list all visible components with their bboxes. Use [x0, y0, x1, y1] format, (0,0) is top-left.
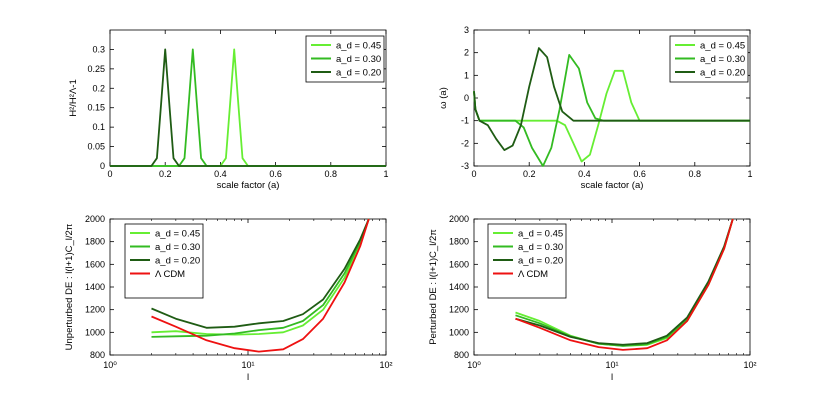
legend-label: a_d = 0.30 — [518, 242, 563, 253]
legend: a_d = 0.45 a_d = 0.30 a_d = 0.20 — [305, 35, 385, 83]
legend: a_d = 0.45 a_d = 0.30 a_d = 0.20 Λ CDM — [487, 223, 567, 299]
y-tick-label: 1200 — [85, 305, 105, 315]
y-tick-label: -2 — [461, 138, 469, 148]
x-axis-label: scale factor (a) — [581, 180, 644, 191]
y-tick-label: 0.05 — [87, 142, 105, 152]
x-tick-label: 0.6 — [269, 169, 282, 179]
x-tick-label: 10⁰ — [103, 360, 117, 370]
legend-label: a_d = 0.45 — [700, 41, 745, 52]
panel-bottom-left: 10⁰ 10¹ 10² 800 1000 1200 1400 1600 1800 2000 l Unp… — [64, 214, 393, 383]
x-tick-label: 10² — [743, 360, 756, 370]
y-tick-label: 1000 — [85, 327, 105, 337]
legend-label: a_d = 0.45 — [336, 41, 381, 52]
x-tick-label: 0.2 — [523, 169, 536, 179]
series-line-1 — [110, 48, 386, 167]
x-tick-label: 10² — [379, 360, 392, 370]
y-tick-label: 0.1 — [92, 122, 105, 132]
y-tick-label: 0.25 — [87, 64, 105, 74]
x-tick-label: 0.4 — [578, 169, 591, 179]
series-line-3 — [110, 48, 386, 167]
legend-label: a_d = 0.20 — [700, 68, 745, 79]
y-tick-label: 800 — [90, 350, 105, 360]
series-line-3 — [515, 218, 734, 346]
x-tick-label: 10¹ — [605, 360, 618, 370]
y-tick-label: -1 — [461, 116, 469, 126]
y-tick-label: 2 — [464, 48, 469, 58]
y-tick-label: 0 — [464, 93, 469, 103]
legend-label: Λ CDM — [518, 269, 548, 280]
y-tick-label: 0.15 — [87, 103, 105, 113]
panel-bottom-right: 10⁰ 10¹ 10² 800 1000 1200 1400 1600 1800 2000 l Per… — [428, 214, 757, 383]
series-line-4 — [515, 218, 734, 351]
y-axis-label: H²/H²Λ-1 — [68, 79, 79, 116]
x-tick-label: 0.2 — [159, 169, 172, 179]
x-tick-label: 10¹ — [241, 360, 254, 370]
series-line-2 — [110, 48, 386, 167]
legend-label: Λ CDM — [155, 269, 185, 280]
y-tick-label: 1200 — [449, 305, 469, 315]
panel-top-right: 0 0.2 0.4 0.6 0.8 1 -3 -2 -1 0 1 2 3 scale factor (a)… — [438, 25, 753, 191]
y-tick-label: 0 — [100, 161, 105, 171]
y-axis-label: ω (a) — [438, 87, 449, 109]
y-tick-label: 3 — [464, 25, 469, 35]
x-axis-label: l — [611, 372, 613, 383]
y-tick-label: 2000 — [449, 214, 469, 224]
y-tick-label: 1400 — [85, 282, 105, 292]
x-axis-label: scale factor (a) — [217, 180, 280, 191]
series-line-4 — [151, 218, 370, 353]
y-tick-label: 1000 — [449, 327, 469, 337]
y-tick-label: 0.3 — [92, 44, 105, 54]
x-tick-label: 0.8 — [689, 169, 702, 179]
y-tick-label: 0.2 — [92, 83, 105, 93]
y-axis-label: Unperturbed DE : l(l+1)C_l/2π — [64, 223, 75, 350]
legend-label: a_d = 0.30 — [700, 54, 745, 65]
series-line-2 — [473, 54, 750, 167]
y-tick-label: 1600 — [85, 259, 105, 269]
y-tick-label: 1800 — [85, 237, 105, 247]
x-tick-label: 1 — [747, 169, 752, 179]
legend-label: a_d = 0.20 — [155, 256, 200, 267]
legend: a_d = 0.45 a_d = 0.30 a_d = 0.20 Λ CDM — [124, 223, 204, 299]
x-tick-label: 0.6 — [633, 169, 646, 179]
legend: a_d = 0.45 a_d = 0.30 a_d = 0.20 — [669, 35, 749, 83]
y-axis-label: Perturbed DE : l(l+1)C_l/2π — [428, 229, 439, 345]
y-tick-label: -3 — [461, 161, 469, 171]
y-tick-label: 800 — [454, 350, 469, 360]
x-tick-label: 1 — [383, 169, 388, 179]
y-tick-label: 1800 — [449, 237, 469, 247]
x-tick-label: 0 — [471, 169, 476, 179]
x-tick-label: 0 — [107, 169, 112, 179]
y-tick-label: 1400 — [449, 282, 469, 292]
series-line-3 — [473, 47, 750, 152]
x-tick-label: 10⁰ — [467, 360, 481, 370]
x-tick-label: 0.8 — [325, 169, 338, 179]
series-line-1 — [151, 218, 370, 336]
y-tick-label: 1 — [464, 70, 469, 80]
y-tick-label: 2000 — [85, 214, 105, 224]
y-tick-label: 1600 — [449, 259, 469, 269]
legend-label: a_d = 0.45 — [518, 229, 563, 240]
x-tick-label: 0.4 — [214, 169, 227, 179]
legend-label: a_d = 0.20 — [518, 256, 563, 267]
x-axis-label: l — [247, 372, 249, 383]
series-line-3 — [151, 218, 370, 329]
legend-label: a_d = 0.45 — [155, 229, 200, 240]
panel-top-left: 0 0.2 0.4 0.6 0.8 1 0 0.05 0.1 0.15 0.2 0.25 0.3 scal… — [68, 29, 389, 191]
legend-label: a_d = 0.30 — [336, 54, 381, 65]
legend-label: a_d = 0.20 — [336, 68, 381, 79]
legend-label: a_d = 0.30 — [155, 242, 200, 253]
